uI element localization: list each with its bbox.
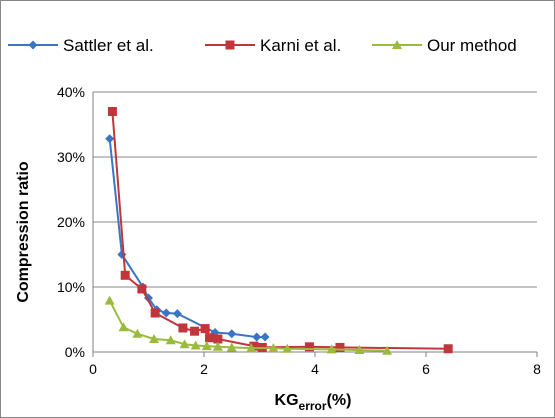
x-tick-label: 2 (200, 361, 208, 377)
series-1 (107, 107, 453, 354)
data-point (104, 295, 115, 305)
legend-marker (392, 40, 402, 49)
data-point (260, 332, 270, 342)
data-point (200, 324, 210, 334)
data-point (172, 309, 182, 319)
legend-item: Karni et al. (205, 36, 341, 55)
legend-label: Sattler et al. (63, 36, 154, 55)
data-point (165, 335, 176, 345)
y-tick-label: 20% (57, 214, 85, 230)
data-point (118, 322, 129, 332)
data-point (149, 334, 160, 343)
series-line (108, 138, 266, 339)
legend-item: Our method (372, 36, 517, 55)
x-tick-label: 0 (89, 361, 97, 377)
series-line (108, 300, 388, 352)
gridlines (93, 91, 537, 288)
series-2 (104, 295, 393, 355)
data-point (105, 134, 115, 144)
data-point (212, 341, 223, 351)
y-axis-label: Compression ratio (15, 161, 32, 303)
data-point (137, 284, 147, 294)
x-axis-label: KGerror(%) (275, 392, 352, 413)
x-tick-label: 6 (422, 361, 430, 377)
data-point (304, 342, 314, 352)
series-0 (105, 134, 270, 342)
data-point (179, 339, 190, 349)
legend-marker (225, 40, 235, 50)
data-point (335, 342, 345, 352)
x-axis-label-main: KG (275, 392, 299, 409)
y-tick-label: 40% (57, 84, 85, 100)
data-point (252, 332, 262, 342)
legend-label: Our method (427, 36, 517, 55)
data-point (190, 326, 200, 336)
data-point (268, 343, 279, 353)
y-tick-label: 0% (65, 344, 85, 360)
data-point (326, 344, 337, 354)
axes (92, 92, 538, 357)
data-point (443, 344, 453, 354)
data-point (354, 345, 365, 355)
data-point (190, 340, 201, 350)
data-point (282, 343, 293, 353)
data-point (226, 342, 237, 352)
y-tick-label: 10% (57, 279, 85, 295)
x-axis-label-suffix: (%) (327, 392, 352, 409)
data-point (150, 308, 160, 318)
data-point (213, 334, 223, 344)
data-point (132, 328, 143, 338)
data-point (120, 270, 130, 280)
x-tick-label: 8 (533, 361, 541, 377)
data-point (249, 341, 259, 351)
legend-label: Karni et al. (260, 36, 341, 55)
data-point (382, 345, 393, 355)
data-point (246, 343, 257, 353)
tick-labels: 0% 10% 20% 30% 40% 0 2 4 6 8 (57, 84, 541, 377)
y-tick-label: 30% (57, 149, 85, 165)
data-point (205, 333, 215, 343)
data-point (178, 323, 188, 333)
data-point (227, 329, 237, 339)
legend: Sattler et al. Karni et al. Our method (8, 36, 517, 55)
data-point (107, 107, 117, 116)
x-axis-label-sub: error (299, 399, 327, 413)
legend-item: Sattler et al. (8, 36, 154, 55)
x-tick-label: 4 (311, 361, 319, 377)
series-layer (104, 107, 453, 355)
data-point (201, 341, 212, 351)
data-point (161, 308, 171, 318)
legend-marker (28, 40, 38, 50)
